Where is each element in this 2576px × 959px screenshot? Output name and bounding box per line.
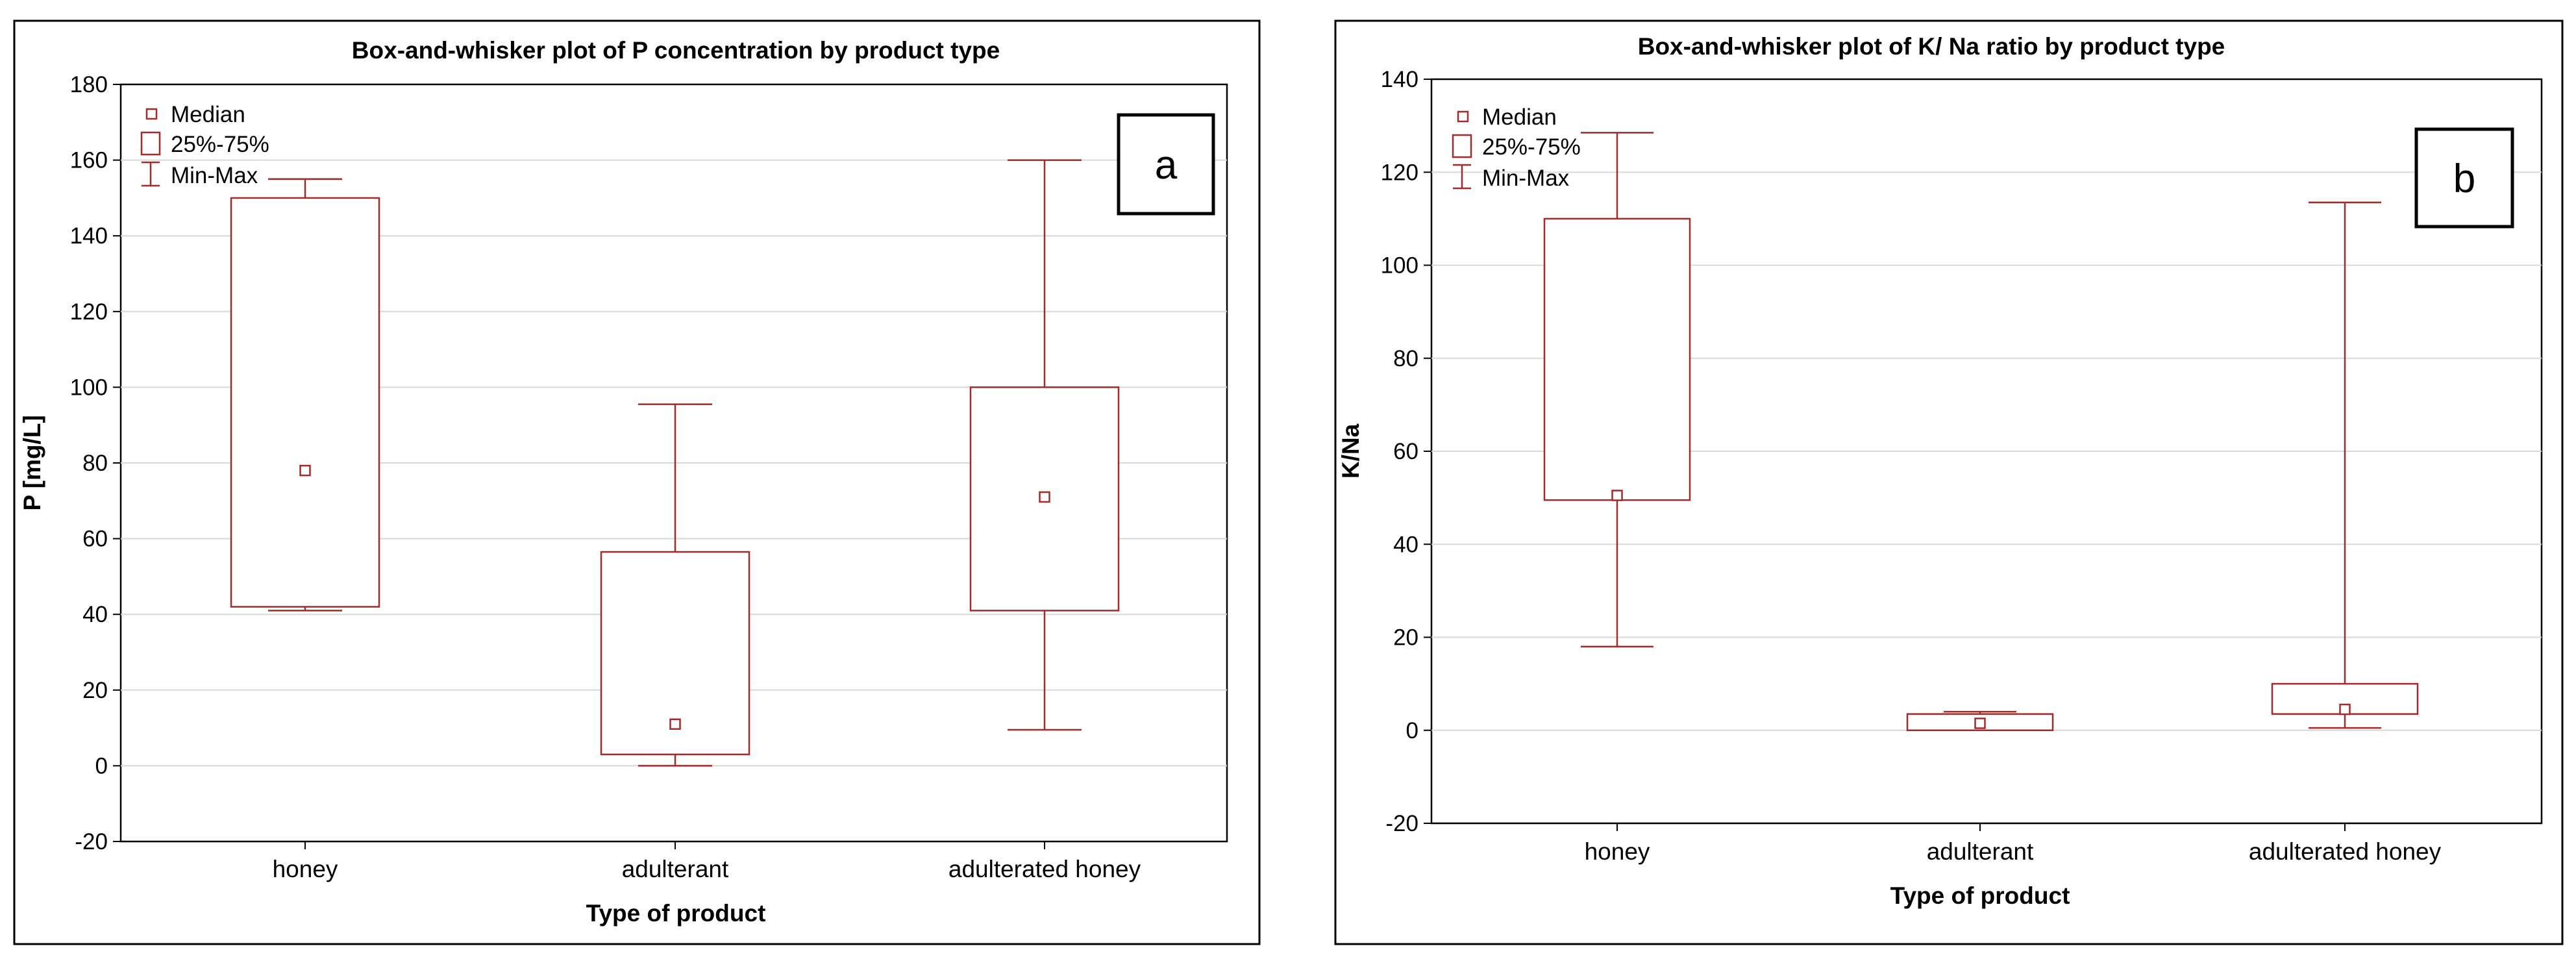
panel-a-title: Box-and-whisker plot of P concentration …: [352, 37, 1000, 64]
chart-panel-a: Box-and-whisker plot of P concentration …: [13, 19, 1261, 945]
box-adulterated-honey: [2271, 201, 2419, 729]
y-tick-label: 100: [70, 375, 108, 400]
x-tick-label: honey: [1585, 838, 1650, 865]
panel-b-letter-box: [2414, 127, 2514, 229]
y-tick-label: 40: [82, 602, 108, 627]
y-tick-label: 60: [82, 527, 108, 552]
iqr-box: [230, 197, 380, 608]
iqr-box: [1543, 218, 1691, 501]
chart-panel-b: Box-and-whisker plot of K/ Na ratio by p…: [1334, 19, 2564, 945]
x-tick-label: honey: [273, 856, 338, 882]
y-tick-label: -20: [75, 829, 108, 854]
legend-iqr-label: 25%-75%: [171, 132, 269, 157]
panel-b-legend: Median 25%-75% Min-Max: [1452, 105, 1581, 191]
x-tick-label: adulterant: [1927, 838, 2034, 865]
panel-a-legend: Median 25%-75% Min-Max: [140, 102, 269, 188]
median-marker: [1611, 490, 1623, 501]
legend-median-icon: [145, 108, 158, 120]
y-tick-label: 0: [95, 753, 108, 778]
median-marker: [299, 464, 311, 477]
x-tick-label: adulterant: [622, 856, 729, 882]
panel-b-x-axis: honey adulterant adulterated honey: [1585, 823, 2442, 865]
legend-median-label: Median: [1482, 105, 1557, 130]
y-tick-label: 100: [1381, 253, 1418, 279]
x-tick-label: adulterated honey: [2249, 838, 2442, 865]
y-tick-label: 0: [1406, 718, 1418, 743]
panel-b-x-axis-title: Type of product: [1890, 882, 2070, 909]
y-tick-label: 40: [1393, 532, 1418, 557]
panel-a-x-axis-title: Type of product: [586, 900, 766, 927]
y-tick-label: 80: [1393, 346, 1418, 371]
panel-a-boxes: [230, 159, 1120, 767]
y-tick-label: 80: [82, 451, 108, 476]
panel-b-y-axis: -20 0 20 40 60 80 100 120 140: [1381, 67, 1431, 836]
panel-a-letter: a: [1155, 143, 1178, 188]
legend-iqr-icon: [1452, 134, 1472, 158]
panel-a-x-axis: honey adulterant adulterated honey: [273, 841, 1141, 882]
panel-b-letter: b: [2453, 156, 2475, 201]
legend-median-icon: [1457, 110, 1469, 123]
box-adulterated-honey: [969, 159, 1120, 731]
legend-iqr-icon: [140, 131, 161, 156]
y-tick-label: 160: [70, 148, 108, 173]
panel-b-boxes: [1543, 132, 2419, 732]
panel-a-y-axis: -20 0 20 40 60 80 100 120 140 160 180: [70, 72, 121, 854]
y-tick-label: 140: [1381, 67, 1418, 92]
legend-minmax-label: Min-Max: [171, 163, 258, 188]
box-honey: [1543, 132, 1691, 648]
legend-median-label: Median: [171, 102, 245, 127]
median-marker: [1039, 491, 1050, 503]
panel-b-title: Box-and-whisker plot of K/ Na ratio by p…: [1638, 33, 2225, 60]
box-honey: [230, 178, 380, 612]
legend-minmax-icon: [142, 161, 160, 187]
panel-b-frame: [1334, 19, 2564, 945]
median-marker: [1974, 717, 1986, 729]
legend-minmax-icon: [1453, 164, 1471, 190]
y-tick-label: 140: [70, 223, 108, 249]
panel-a-y-axis-title: P [mg/L]: [19, 415, 45, 510]
y-tick-label: 180: [70, 72, 108, 97]
y-tick-label: -20: [1385, 811, 1418, 836]
y-tick-label: 20: [1393, 625, 1418, 651]
median-marker: [669, 718, 681, 730]
y-tick-label: 120: [1381, 160, 1418, 185]
box-adulterant: [600, 403, 750, 767]
panel-a-letter-box: [1117, 113, 1215, 216]
median-marker: [2339, 703, 2351, 716]
panel-b-y-axis-title: K/Na: [1337, 423, 1364, 479]
box-adulterant: [1906, 710, 2054, 732]
y-tick-label: 120: [70, 299, 108, 325]
y-tick-label: 20: [82, 678, 108, 703]
legend-minmax-label: Min-Max: [1482, 166, 1570, 191]
legend-iqr-label: 25%-75%: [1482, 134, 1581, 160]
x-tick-label: adulterated honey: [948, 856, 1141, 882]
y-tick-label: 60: [1393, 439, 1418, 464]
iqr-box: [969, 386, 1120, 612]
